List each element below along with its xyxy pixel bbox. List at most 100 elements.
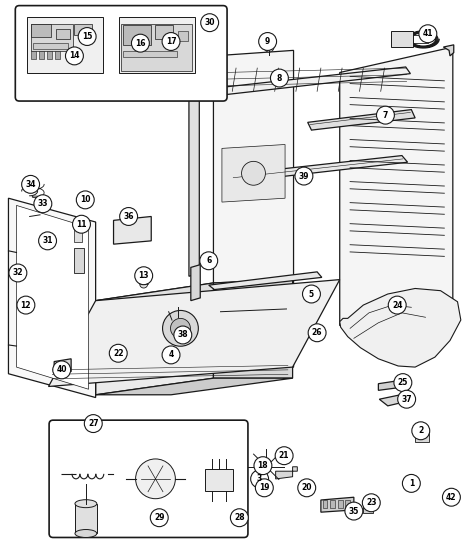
Text: 3: 3 [257, 475, 262, 483]
Bar [33, 43, 68, 50]
Text: 36: 36 [123, 212, 134, 221]
Circle shape [254, 457, 272, 475]
Text: 33: 33 [37, 199, 48, 208]
Ellipse shape [75, 500, 97, 507]
Bar [47, 51, 52, 59]
Polygon shape [222, 144, 285, 202]
Text: 34: 34 [25, 180, 36, 189]
Text: 20: 20 [301, 483, 312, 492]
Circle shape [163, 310, 198, 346]
Circle shape [259, 32, 276, 51]
Text: 31: 31 [42, 236, 53, 245]
Text: 38: 38 [177, 330, 188, 339]
Text: 7: 7 [383, 111, 388, 120]
Text: 22: 22 [113, 349, 124, 358]
Polygon shape [114, 217, 151, 244]
Circle shape [271, 69, 288, 87]
Text: 41: 41 [423, 30, 433, 38]
Text: 42: 42 [446, 493, 456, 502]
Circle shape [275, 447, 293, 465]
Text: 21: 21 [279, 451, 289, 460]
Bar [74, 228, 82, 242]
Text: 15: 15 [82, 32, 92, 41]
Text: 25: 25 [398, 378, 408, 387]
Polygon shape [379, 394, 407, 406]
Text: 13: 13 [138, 271, 149, 280]
Polygon shape [119, 17, 195, 72]
FancyBboxPatch shape [15, 6, 227, 101]
Text: 26: 26 [312, 328, 322, 338]
Circle shape [84, 414, 102, 433]
Text: 23: 23 [366, 499, 376, 507]
Circle shape [261, 462, 271, 472]
Circle shape [174, 326, 192, 344]
Bar [178, 31, 188, 41]
Polygon shape [232, 155, 408, 182]
Text: 8: 8 [277, 74, 282, 82]
Circle shape [136, 459, 175, 499]
Polygon shape [276, 467, 297, 479]
Polygon shape [54, 359, 71, 372]
Text: 40: 40 [56, 365, 67, 374]
Bar [55, 51, 60, 59]
Bar [123, 51, 177, 57]
Circle shape [34, 195, 52, 213]
Polygon shape [378, 379, 408, 390]
Text: 11: 11 [76, 219, 87, 229]
Circle shape [17, 296, 35, 314]
Polygon shape [48, 280, 340, 387]
Polygon shape [96, 283, 213, 395]
Polygon shape [346, 500, 350, 509]
Polygon shape [340, 289, 461, 367]
Polygon shape [191, 265, 200, 301]
Bar [363, 503, 373, 512]
Polygon shape [189, 25, 199, 276]
Polygon shape [338, 500, 343, 509]
Bar [123, 26, 151, 45]
Circle shape [73, 216, 91, 233]
Polygon shape [96, 378, 292, 395]
Polygon shape [443, 45, 454, 56]
Text: 28: 28 [234, 513, 245, 522]
Text: 5: 5 [309, 290, 314, 299]
Circle shape [298, 479, 316, 497]
Bar [415, 432, 429, 442]
Bar [392, 31, 413, 47]
Circle shape [109, 344, 127, 362]
Circle shape [362, 494, 380, 512]
Text: 30: 30 [204, 18, 215, 27]
Bar [205, 469, 233, 491]
Text: 12: 12 [21, 301, 31, 310]
Circle shape [402, 475, 420, 492]
Circle shape [150, 509, 168, 527]
Polygon shape [96, 280, 292, 301]
Polygon shape [220, 67, 410, 95]
Text: 1: 1 [409, 479, 414, 488]
Circle shape [255, 479, 273, 497]
Circle shape [171, 319, 191, 338]
Polygon shape [9, 198, 96, 398]
Text: 29: 29 [154, 513, 164, 522]
Circle shape [419, 25, 437, 43]
Text: 9: 9 [265, 37, 270, 46]
Circle shape [162, 32, 180, 51]
Text: 37: 37 [401, 395, 412, 404]
Bar [75, 504, 97, 534]
Circle shape [65, 47, 83, 65]
Bar [39, 51, 44, 59]
Text: 27: 27 [88, 419, 99, 428]
Bar [31, 51, 36, 59]
Circle shape [376, 106, 394, 124]
Text: 10: 10 [80, 196, 91, 204]
Circle shape [442, 488, 460, 506]
Circle shape [140, 280, 148, 288]
Polygon shape [17, 206, 89, 389]
Bar [56, 30, 70, 40]
Polygon shape [321, 497, 354, 512]
Circle shape [9, 264, 27, 282]
Polygon shape [330, 500, 335, 509]
FancyBboxPatch shape [49, 420, 248, 538]
Text: 24: 24 [392, 301, 402, 310]
Bar [74, 248, 84, 273]
Text: 6: 6 [206, 256, 211, 265]
